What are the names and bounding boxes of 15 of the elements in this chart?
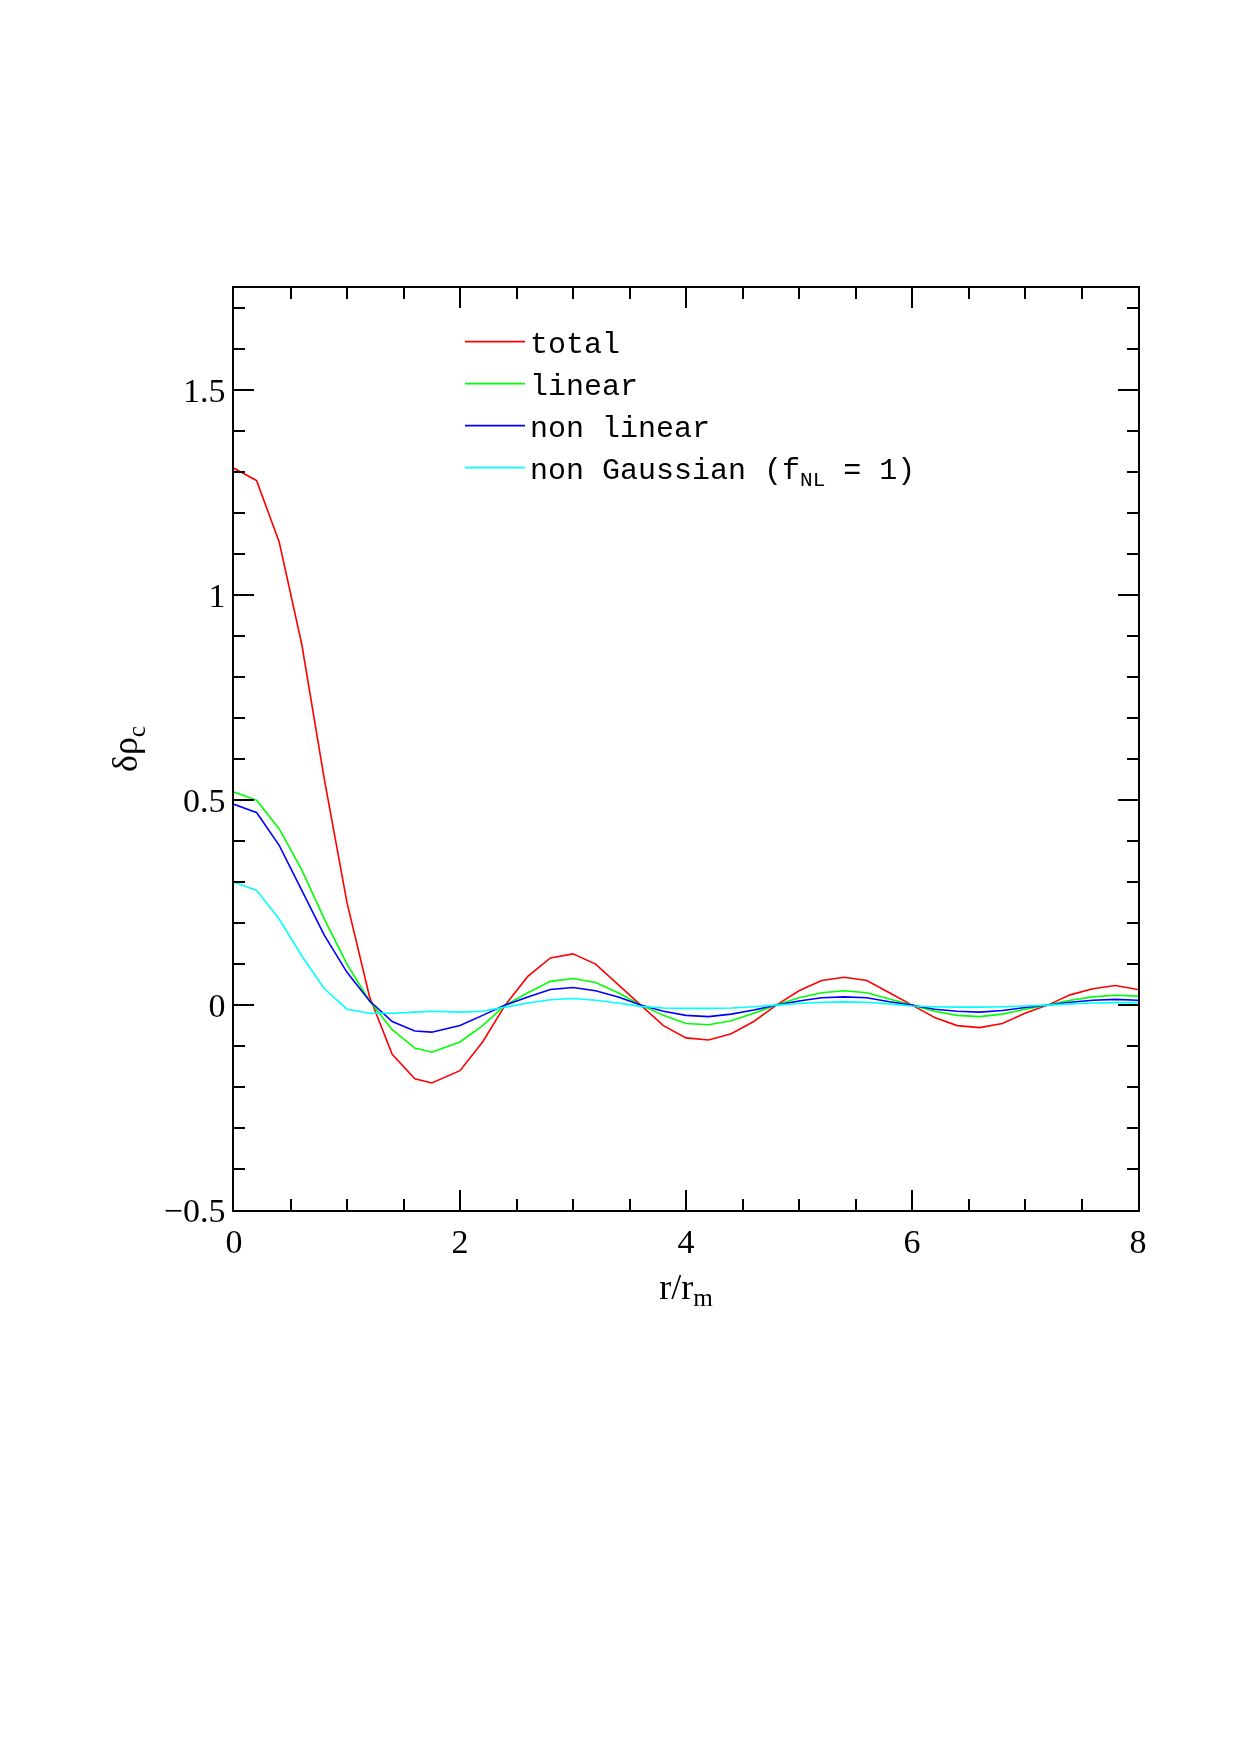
y-tick-label: 1	[208, 577, 226, 615]
y-tick-label: 0.5	[182, 782, 226, 820]
x-tick-label: 6	[903, 1222, 921, 1260]
line-series	[234, 881, 1138, 1015]
legend-label: linear	[530, 370, 639, 405]
y-tick-label: −0.5	[163, 1191, 226, 1229]
x-tick-label: 8	[1129, 1222, 1147, 1260]
legend-label: non linear	[530, 412, 711, 447]
x-tick-label: 2	[451, 1222, 469, 1260]
y-tick-label: 1.5	[182, 372, 226, 410]
x-tick-label: 4	[677, 1222, 695, 1260]
legend-label: total	[530, 328, 621, 363]
legend-label: non Gaussian (f$_{NL}$ = 1)	[530, 454, 916, 492]
x-axis-title: r/r$_{m}$	[659, 1266, 714, 1312]
y-tick-label: 0	[208, 987, 226, 1025]
